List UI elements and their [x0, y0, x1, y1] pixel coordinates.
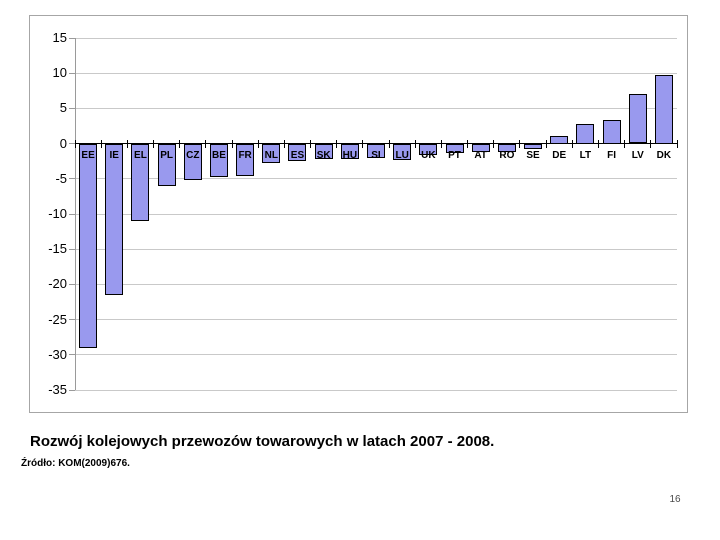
bar [288, 144, 306, 161]
y-axis-tick [69, 354, 75, 356]
y-axis-tick [69, 389, 75, 391]
bar [393, 144, 411, 160]
bar [262, 144, 280, 163]
y-axis-tick-label: -35 [48, 382, 67, 397]
category-axis-tick [676, 139, 678, 148]
category-label: SI [371, 149, 381, 161]
bar [184, 144, 202, 180]
y-axis-tick-label: -10 [48, 206, 67, 221]
bar [315, 144, 333, 159]
y-axis-tick [69, 72, 75, 74]
chart-source: Źródło: KOM(2009)676. [21, 458, 130, 469]
category-label: RO [499, 149, 515, 161]
gridline [75, 248, 677, 250]
category-label: BE [211, 149, 226, 161]
gridline [75, 389, 677, 391]
zero-axis-line [75, 143, 677, 145]
bar [472, 144, 490, 152]
category-label: UK [421, 149, 436, 161]
y-axis-tick [69, 107, 75, 109]
y-axis-tick-label: -30 [48, 346, 67, 362]
bar [524, 144, 542, 149]
y-axis-tick-label: -5 [55, 170, 67, 186]
chart-title: Rozwój kolejowych przewozów towarowych w… [30, 433, 495, 450]
y-axis-tick-label: -20 [48, 276, 67, 292]
bar [367, 144, 385, 158]
chart-frame: 15 10 5 0 -5 -10 -15 -20 -25 -30 -35 EE IE EL PL CZ BE FR… [29, 15, 688, 413]
category-label: FI [607, 149, 616, 161]
y-axis-tick [69, 283, 75, 285]
value-axis-line [75, 38, 76, 390]
y-axis-tick [69, 37, 75, 39]
y-axis-tick-label: 15 [52, 30, 67, 45]
gridline [75, 37, 677, 39]
category-label: PT [448, 149, 461, 161]
bar [446, 144, 464, 153]
y-axis-tick-label: -15 [48, 241, 67, 257]
gridline [75, 283, 677, 285]
bar [79, 144, 97, 348]
bar [105, 144, 123, 295]
category-label: LT [579, 149, 592, 161]
gridline [75, 319, 677, 321]
bar [550, 136, 568, 144]
bar [131, 144, 149, 221]
category-label: FR [238, 149, 252, 161]
category-label: PL [160, 149, 173, 161]
y-axis-tick [69, 319, 75, 321]
gridline [75, 72, 677, 74]
y-axis-tick-label: -25 [48, 311, 67, 327]
gridline [75, 107, 677, 109]
y-axis-tick [69, 143, 75, 145]
bar [576, 124, 594, 144]
category-label: DK [656, 149, 672, 161]
category-label: ES [290, 149, 305, 161]
category-label: LU [395, 149, 409, 161]
bar [419, 144, 437, 155]
category-label: DE [552, 149, 567, 161]
bar [603, 120, 621, 144]
y-axis-tick [69, 213, 75, 215]
gridline [75, 178, 677, 180]
gridline [75, 354, 677, 356]
category-label: LV [631, 149, 644, 161]
y-axis-tick-label: 5 [59, 100, 67, 116]
y-axis-tick-label: 0 [59, 135, 67, 151]
bar [629, 94, 647, 143]
gridline [75, 213, 677, 215]
category-label: NL [264, 149, 278, 161]
category-label: HU [342, 149, 358, 161]
bar [210, 144, 228, 177]
category-label: AT [474, 149, 487, 161]
y-axis-tick [69, 248, 75, 250]
plot-area: 15 10 5 0 -5 -10 -15 -20 -25 -30 -35 EE IE EL PL CZ BE FR… [48, 31, 678, 397]
bar [341, 144, 359, 159]
bar [158, 144, 176, 186]
bar [498, 144, 516, 152]
category-label: EL [134, 149, 147, 161]
bar [236, 144, 254, 176]
page-number: 16 [669, 494, 681, 505]
category-label: SK [316, 149, 331, 161]
y-axis-tick [69, 178, 75, 180]
bar [655, 75, 673, 144]
category-label: SE [526, 149, 540, 161]
y-axis-tick-label: 10 [52, 65, 67, 81]
category-label: EE [81, 149, 95, 161]
category-label: CZ [186, 149, 200, 161]
category-label: IE [109, 149, 119, 161]
